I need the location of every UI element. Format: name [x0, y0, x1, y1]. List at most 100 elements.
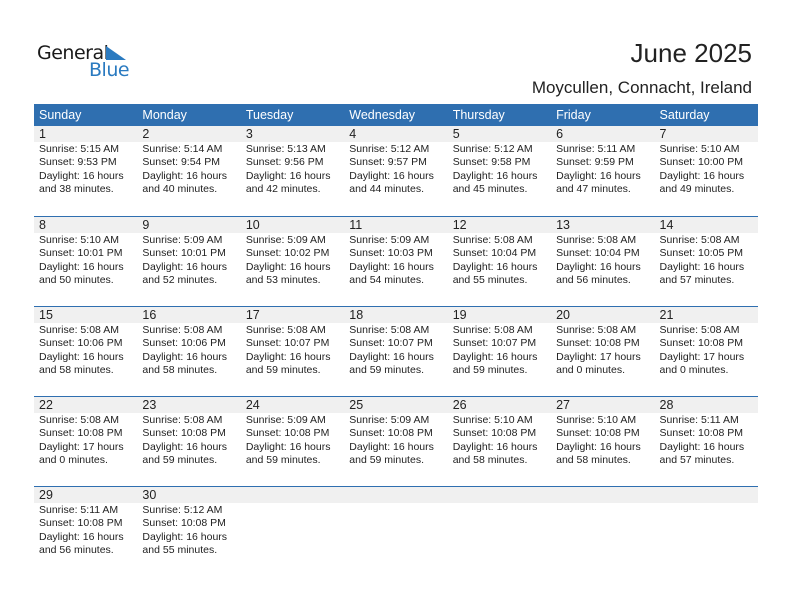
daylight-text: Daylight: 16 hours	[556, 260, 641, 273]
sunset-text: Sunset: 10:01 PM	[39, 247, 123, 260]
daylight-text: Daylight: 16 hours	[142, 260, 228, 273]
day-number: 10	[240, 217, 345, 233]
day-cell: 30 Sunrise: 5:12 AM Sunset: 10:08 PM Daylig…	[137, 487, 241, 576]
sunset-text: Sunset: 10:08 PM	[245, 427, 330, 440]
sunset-text: Sunset: 9:53 PM	[39, 156, 117, 169]
sunrise-text: Sunrise: 5:08 AM	[39, 324, 119, 336]
empty-cell	[447, 487, 552, 576]
day-number: 3	[240, 126, 345, 142]
day-number: 26	[447, 397, 552, 413]
sunrise-text: Sunrise: 5:09 AM	[245, 414, 326, 426]
minutes-text: and 42 minutes.	[245, 183, 321, 196]
daylight-text: Daylight: 16 hours	[142, 350, 228, 363]
daylight-text: Daylight: 16 hours	[452, 440, 538, 453]
daylight-text: Daylight: 16 hours	[39, 350, 124, 363]
daylight-text: Daylight: 17 hours	[659, 350, 745, 363]
day-cell: 8 Sunrise: 5:10 AM Sunset: 10:01 PM Dayligh…	[34, 217, 138, 306]
sunrise-text: Sunrise: 5:14 AM	[142, 143, 223, 155]
minutes-text: and 59 minutes.	[349, 364, 424, 377]
sunrise-text: Sunrise: 5:08 AM	[452, 324, 533, 336]
page-title: June 2025	[630, 38, 752, 68]
sunset-text: Sunset: 10:06 PM	[39, 337, 123, 350]
sunset-text: Sunset: 10:08 PM	[452, 427, 537, 440]
sunset-text: Sunset: 10:06 PM	[142, 337, 226, 350]
day-cell: 23 Sunrise: 5:08 AM Sunset: 10:08 PM Daylig…	[137, 397, 241, 486]
sunrise-text: Sunrise: 5:13 AM	[245, 143, 326, 155]
day-number: 29	[34, 487, 138, 503]
day-number: 30	[137, 487, 241, 503]
day-cell: 29 Sunrise: 5:11 AM Sunset: 10:08 PM Daylig…	[34, 487, 138, 576]
daylight-text: Daylight: 16 hours	[245, 440, 331, 453]
empty-cell	[654, 487, 758, 576]
day-cell: 12 Sunrise: 5:08 AM Sunset: 10:04 PM Daylig…	[447, 217, 552, 306]
day-number: 1	[34, 126, 138, 142]
day-cell: 3 Sunrise: 5:13 AM Sunset: 9:56 PM Daylight…	[240, 126, 345, 216]
sunrise-text: Sunrise: 5:11 AM	[39, 504, 119, 516]
daylight-text: Daylight: 16 hours	[39, 169, 124, 182]
day-cell: 28 Sunrise: 5:11 AM Sunset: 10:08 PM Daylig…	[654, 397, 758, 486]
sunset-text: Sunset: 10:07 PM	[349, 337, 433, 350]
sunset-text: Sunset: 10:08 PM	[349, 427, 433, 440]
sunrise-text: Sunrise: 5:10 AM	[556, 414, 637, 426]
sunset-text: Sunset: 9:58 PM	[452, 156, 531, 169]
day-number: 8	[34, 217, 138, 233]
daylight-text: Daylight: 16 hours	[39, 260, 124, 273]
weekday-saturday: Saturday	[659, 108, 710, 122]
day-cell: 25 Sunrise: 5:09 AM Sunset: 10:08 PM Daylig…	[344, 397, 448, 486]
daylight-text: Daylight: 16 hours	[142, 530, 228, 543]
minutes-text: and 59 minutes.	[349, 454, 424, 467]
day-cell: 9 Sunrise: 5:09 AM Sunset: 10:01 PM Dayligh…	[137, 217, 241, 306]
minutes-text: and 58 minutes.	[452, 454, 528, 467]
sunset-text: Sunset: 9:56 PM	[245, 156, 324, 169]
sunset-text: Sunset: 10:08 PM	[39, 517, 123, 530]
empty-band	[551, 487, 655, 503]
day-cell: 15 Sunrise: 5:08 AM Sunset: 10:06 PM Daylig…	[34, 307, 138, 396]
sunset-text: Sunset: 10:04 PM	[556, 247, 640, 260]
minutes-text: and 52 minutes.	[142, 274, 218, 287]
day-number: 19	[447, 307, 552, 323]
day-cell: 6 Sunrise: 5:11 AM Sunset: 9:59 PM Daylight…	[551, 126, 655, 216]
sunrise-text: Sunrise: 5:08 AM	[556, 324, 637, 336]
sunset-text: Sunset: 10:08 PM	[39, 427, 123, 440]
weekday-thursday: Thursday	[452, 108, 505, 122]
minutes-text: and 49 minutes.	[659, 183, 735, 196]
sunrise-text: Sunrise: 5:11 AM	[659, 414, 739, 426]
sunset-text: Sunset: 9:59 PM	[556, 156, 634, 169]
day-cell: 5 Sunrise: 5:12 AM Sunset: 9:58 PM Daylight…	[447, 126, 552, 216]
daylight-text: Daylight: 16 hours	[39, 530, 124, 543]
day-number: 17	[240, 307, 345, 323]
minutes-text: and 59 minutes.	[245, 454, 321, 467]
sunset-text: Sunset: 9:54 PM	[142, 156, 221, 169]
minutes-text: and 58 minutes.	[556, 454, 631, 467]
logo-triangle-icon	[106, 46, 126, 60]
minutes-text: and 59 minutes.	[245, 364, 321, 377]
empty-cell	[551, 487, 655, 576]
sunset-text: Sunset: 10:08 PM	[142, 517, 226, 530]
day-number: 14	[654, 217, 758, 233]
sunrise-text: Sunrise: 5:09 AM	[349, 414, 430, 426]
sunrise-text: Sunrise: 5:11 AM	[556, 143, 636, 155]
minutes-text: and 47 minutes.	[556, 183, 631, 196]
minutes-text: and 40 minutes.	[142, 183, 218, 196]
sunset-text: Sunset: 10:05 PM	[659, 247, 743, 260]
day-cell: 14 Sunrise: 5:08 AM Sunset: 10:05 PM Daylig…	[654, 217, 758, 306]
daylight-text: Daylight: 16 hours	[659, 169, 745, 182]
sunset-text: Sunset: 10:07 PM	[452, 337, 537, 350]
empty-band	[447, 487, 552, 503]
minutes-text: and 59 minutes.	[452, 364, 528, 377]
day-number: 28	[654, 397, 758, 413]
sunrise-text: Sunrise: 5:12 AM	[142, 504, 223, 516]
day-number: 24	[240, 397, 345, 413]
day-cell: 21 Sunrise: 5:08 AM Sunset: 10:08 PM Daylig…	[654, 307, 758, 396]
sunrise-text: Sunrise: 5:10 AM	[452, 414, 533, 426]
sunset-text: Sunset: 10:01 PM	[142, 247, 226, 260]
week-row: 15 Sunrise: 5:08 AM Sunset: 10:06 PM Daylig…	[34, 306, 758, 396]
day-number: 23	[137, 397, 241, 413]
day-cell: 24 Sunrise: 5:09 AM Sunset: 10:08 PM Daylig…	[240, 397, 345, 486]
day-cell: 1 Sunrise: 5:15 AM Sunset: 9:53 PM Daylight…	[34, 126, 138, 216]
sunrise-text: Sunrise: 5:08 AM	[245, 324, 326, 336]
daylight-text: Daylight: 16 hours	[659, 260, 745, 273]
minutes-text: and 50 minutes.	[39, 274, 114, 287]
sunrise-text: Sunrise: 5:08 AM	[142, 324, 223, 336]
daylight-text: Daylight: 16 hours	[556, 169, 641, 182]
